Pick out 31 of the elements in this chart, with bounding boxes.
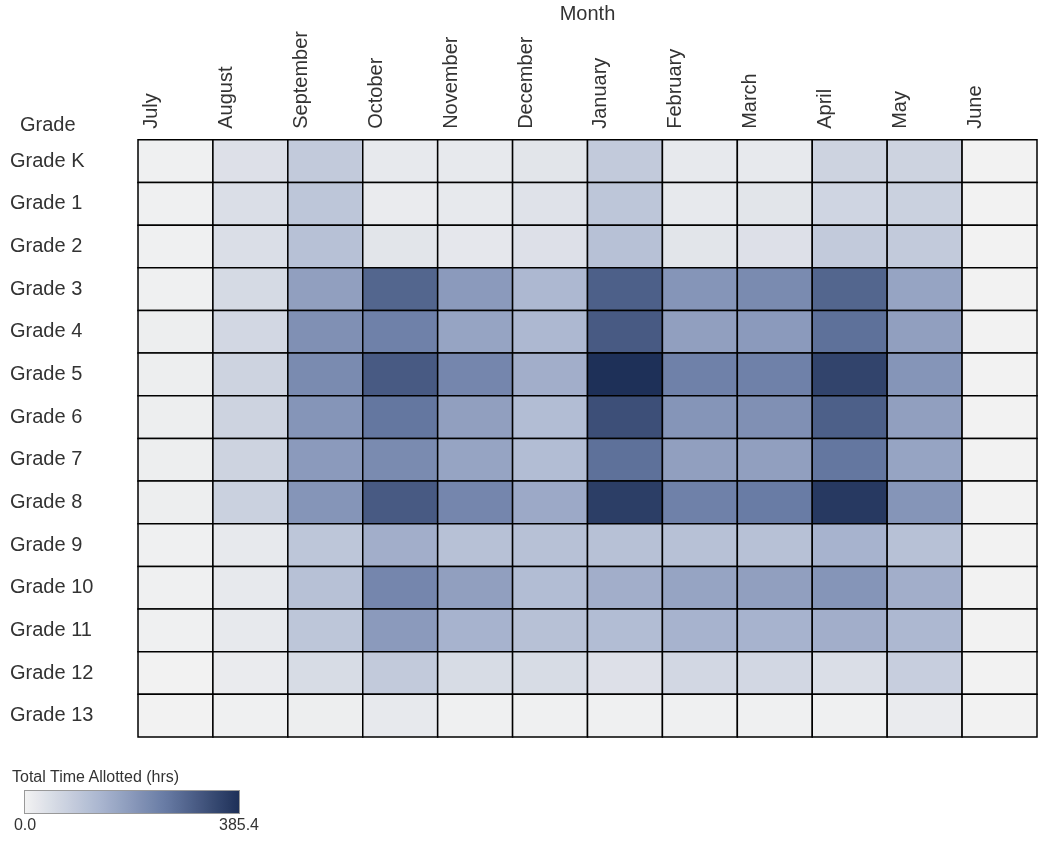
y-tick-label: Grade 11 xyxy=(10,617,92,640)
x-axis-title: Month xyxy=(559,1,616,24)
y-tick-label: Grade 12 xyxy=(10,660,94,683)
x-tick-label: July xyxy=(138,93,161,129)
y-tick-label: Grade 9 xyxy=(10,532,83,555)
x-tick-label: February xyxy=(663,48,686,129)
y-tick-label: Grade 13 xyxy=(10,703,94,726)
x-tick-label: August xyxy=(213,66,236,129)
x-tick-label: June xyxy=(963,85,986,129)
y-tick-label: Grade 3 xyxy=(10,276,83,299)
y-tick-label: Grade K xyxy=(10,148,86,171)
color-bar-label: 385.4 xyxy=(218,816,260,834)
y-tick-label: Grade 7 xyxy=(10,447,83,470)
y-tick-label: Grade 2 xyxy=(10,233,83,256)
y-tick-label: Grade 6 xyxy=(10,404,83,427)
y-tick-label: Grade 4 xyxy=(10,319,83,342)
y-tick-label: Grade 8 xyxy=(10,489,83,512)
x-tick-label: December xyxy=(513,36,536,129)
x-tick-label: November xyxy=(438,36,461,129)
x-tick-label: May xyxy=(888,91,911,129)
y-tick-label: Grade 5 xyxy=(10,361,83,384)
y-tick-label: Grade 1 xyxy=(10,191,83,214)
x-tick-label: April xyxy=(813,88,836,129)
color-bar-label: 0.0 xyxy=(13,816,37,834)
x-tick-label: October xyxy=(363,57,386,129)
color-bar-title: Total Time Allotted (hrs) xyxy=(12,768,181,786)
y-axis-title: Grade xyxy=(20,113,76,136)
x-tick-label: January xyxy=(588,57,611,129)
y-tick-label: Grade 10 xyxy=(10,575,94,598)
x-tick-label: September xyxy=(288,30,311,129)
x-tick-label: March xyxy=(738,73,761,129)
